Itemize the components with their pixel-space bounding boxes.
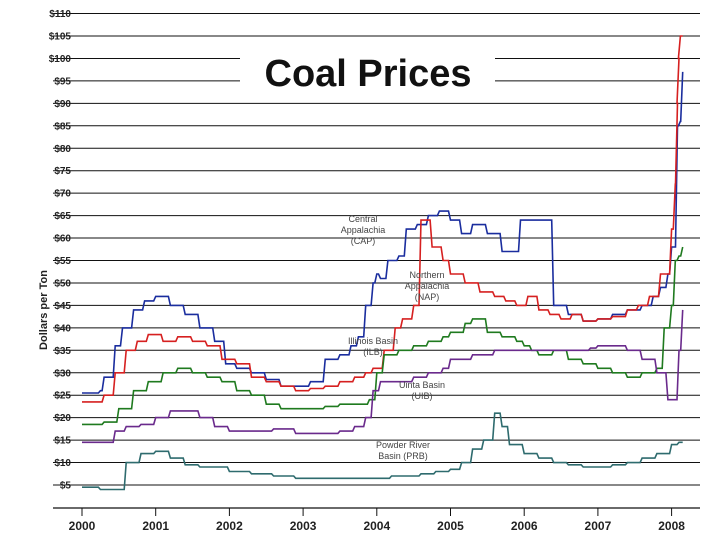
series-label: Appalachia <box>405 281 450 291</box>
series-label: Basin (PRB) <box>378 451 428 461</box>
series-line <box>82 309 684 444</box>
grid-lines <box>53 13 700 509</box>
y-tick-label: $65 <box>54 211 71 222</box>
y-tick-label: $80 <box>54 144 71 155</box>
y-tick-label: $70 <box>54 189 71 200</box>
y-tick-label: $110 <box>49 9 71 20</box>
y-tick-label: $5 <box>60 481 72 492</box>
x-tick-label: 2005 <box>437 519 464 533</box>
y-tick-label: $45 <box>54 301 71 312</box>
y-tick-label: $85 <box>54 121 71 132</box>
series-label: Powder River <box>376 440 430 450</box>
series-labels: CentralAppalachia(CAP)NorthernAppalachia… <box>341 214 450 461</box>
x-axis-ticks: 2000 2001 2002 2003 2004 2005 2006 2007 2008 <box>69 508 685 533</box>
series-label: (ILB) <box>363 347 383 357</box>
y-tick-label: $50 <box>54 278 71 289</box>
series-label: Uinta Basin <box>399 380 445 390</box>
series-label: Northern <box>409 270 444 280</box>
y-tick-label: $55 <box>54 256 71 267</box>
x-tick-label: 2007 <box>585 519 612 533</box>
series-label: (CAP) <box>351 236 376 246</box>
y-tick-label: $30 <box>54 368 71 379</box>
y-tick-label: $35 <box>54 346 71 357</box>
series-label: (UIB) <box>412 391 433 401</box>
y-tick-label: $90 <box>54 99 71 110</box>
series-lines <box>82 35 684 491</box>
y-tick-label: $60 <box>54 234 71 245</box>
series-label: Appalachia <box>341 225 386 235</box>
series-label: Central <box>348 214 377 224</box>
y-tick-label: $75 <box>54 166 71 177</box>
y-tick-label: $20 <box>54 413 71 424</box>
x-tick-label: 2000 <box>69 519 96 533</box>
x-tick-label: 2004 <box>363 519 390 533</box>
y-tick-label: $100 <box>49 54 72 65</box>
y-tick-label: $40 <box>54 323 71 334</box>
y-tick-label: $105 <box>49 32 72 43</box>
series-line <box>82 412 683 491</box>
y-axis-ticks: $5 $10 $15 $20 $25 $30 $35 $40 $45 $50 $55 $60 $65 $7… <box>49 9 72 491</box>
chart-title: Coal Prices <box>265 53 472 95</box>
x-tick-label: 2008 <box>658 519 685 533</box>
y-tick-label: $15 <box>54 436 71 447</box>
x-tick-label: 2006 <box>511 519 538 533</box>
series-line <box>82 246 684 426</box>
series-label: (NAP) <box>415 292 440 302</box>
y-axis-label: Dollars per Ton <box>38 270 50 350</box>
y-tick-label: $10 <box>54 458 71 469</box>
x-tick-label: 2001 <box>142 519 169 533</box>
title-backdrop <box>240 48 495 96</box>
x-tick-label: 2002 <box>216 519 243 533</box>
series-line <box>82 35 683 403</box>
series-label: Illinois Basin <box>348 336 398 346</box>
x-tick-label: 2003 <box>290 519 317 533</box>
y-tick-label: $25 <box>54 391 71 402</box>
y-tick-label: $95 <box>54 76 71 87</box>
